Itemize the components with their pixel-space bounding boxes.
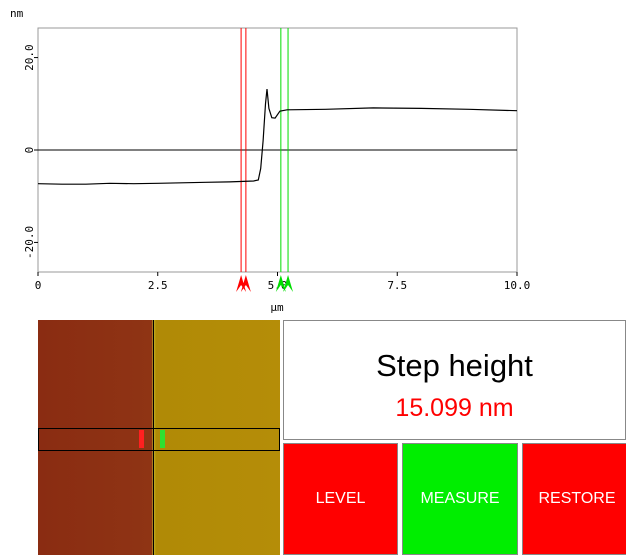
crosshair-box — [38, 428, 280, 451]
green-marker — [160, 430, 165, 448]
x-tick-label: 5.0 — [268, 279, 288, 292]
y-tick-label: 20.0 — [23, 44, 36, 71]
profile-line — [38, 89, 517, 184]
x-axis-label: μm — [270, 301, 284, 314]
x-tick-label: 10.0 — [504, 279, 531, 292]
step-result: 15.099 nm — [284, 394, 625, 423]
x-tick-label: 2.5 — [148, 279, 168, 292]
app: nm μm -20.0 0 20.0 0 2.5 5.0 7.5 10.0 Step heig… — [0, 0, 626, 555]
y-axis-label: nm — [10, 7, 24, 20]
action-button[interactable]: LEVEL — [283, 443, 398, 555]
x-tick-label: 0 — [35, 279, 42, 292]
x-tick-label: 7.5 — [387, 279, 407, 292]
y-tick-label: 0 — [23, 147, 36, 154]
panel-title: Step height — [284, 348, 625, 384]
profile-chart: nm μm -20.0 0 20.0 0 2.5 5.0 7.5 10.0 — [0, 0, 626, 320]
result-panel: Step height 15.099 nm — [283, 320, 626, 440]
action-button[interactable]: MEASURE — [402, 443, 518, 555]
y-tick-label: -20.0 — [23, 226, 36, 259]
afm-image — [38, 320, 280, 555]
action-button[interactable]: RESTORE — [522, 443, 626, 555]
red-marker — [139, 430, 144, 448]
